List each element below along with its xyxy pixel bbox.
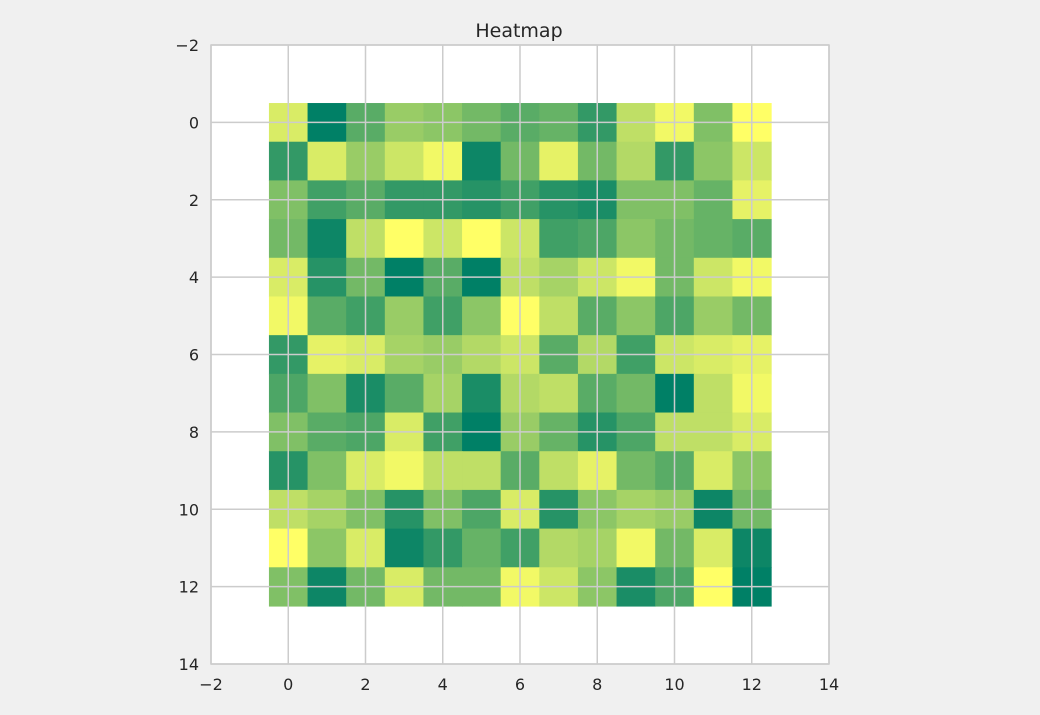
heatmap-cell — [693, 528, 734, 568]
heatmap-cell — [462, 141, 502, 182]
heatmap-cell — [307, 141, 347, 182]
heatmap-cell — [462, 373, 502, 414]
y-tick-label: 2 — [189, 191, 199, 210]
heatmap-cell — [616, 528, 656, 568]
heatmap-cell — [616, 296, 656, 336]
plot-area-frame — [210, 44, 830, 665]
heatmap-cell — [616, 451, 656, 491]
x-tick-label: 6 — [515, 675, 525, 694]
heatmap-cell — [384, 296, 425, 336]
x-tick-label: 0 — [283, 675, 293, 694]
y-tick-label: 14 — [179, 655, 199, 674]
heatmap-cell — [693, 141, 734, 182]
heatmap-cell — [307, 528, 347, 568]
heatmap-cell — [307, 296, 347, 336]
x-tick-label: 12 — [742, 675, 762, 694]
heatmap-cell — [539, 219, 579, 259]
heatmap-cell — [384, 219, 425, 259]
heatmap-cell — [384, 451, 425, 491]
chart-title: Heatmap — [475, 20, 562, 42]
y-tick-label: −2 — [175, 36, 199, 55]
y-tick-label: 0 — [189, 113, 199, 132]
x-tick-label: 8 — [592, 675, 602, 694]
heatmap-cell — [616, 373, 656, 414]
x-tick-label: 14 — [819, 675, 839, 694]
y-tick-label: 4 — [189, 268, 199, 287]
heatmap-cell — [539, 528, 579, 568]
x-tick-label: 4 — [438, 675, 448, 694]
x-tick-label: 10 — [664, 675, 684, 694]
x-axis-ticks: −2 0 2 4 6 8 10 12 14 — [199, 675, 839, 694]
heatmap-cell — [307, 373, 347, 414]
x-tick-label: −2 — [199, 675, 223, 694]
heatmap-cell — [539, 296, 579, 336]
y-tick-label: 6 — [189, 346, 199, 365]
heatmap-cell — [616, 219, 656, 259]
heatmap-cell — [384, 141, 425, 182]
grid-lines — [210, 44, 830, 665]
heatmap-cell — [462, 451, 502, 491]
heatmap-cell — [462, 296, 502, 336]
heatmap-cell — [693, 451, 734, 491]
heatmap-cell — [693, 296, 734, 336]
y-tick-label: 12 — [179, 578, 199, 597]
heatmap-cell — [616, 141, 656, 182]
y-axis-ticks: −2 0 2 4 6 8 10 12 14 — [175, 36, 199, 674]
heatmap-cell — [462, 528, 502, 568]
y-tick-label: 8 — [189, 423, 199, 442]
heatmap-cell — [539, 451, 579, 491]
y-tick-label: 10 — [179, 500, 199, 519]
heatmap-cell — [539, 373, 579, 414]
x-tick-label: 2 — [360, 675, 370, 694]
heatmap-cell — [384, 528, 425, 568]
heatmap-cell — [462, 219, 502, 259]
heatmap-cell — [384, 373, 425, 414]
heatmap-cell — [693, 219, 734, 259]
heatmap-cell — [693, 373, 734, 414]
heatmap-cell — [539, 141, 579, 182]
heatmap-cell — [307, 219, 347, 259]
heatmap-cell — [307, 451, 347, 491]
